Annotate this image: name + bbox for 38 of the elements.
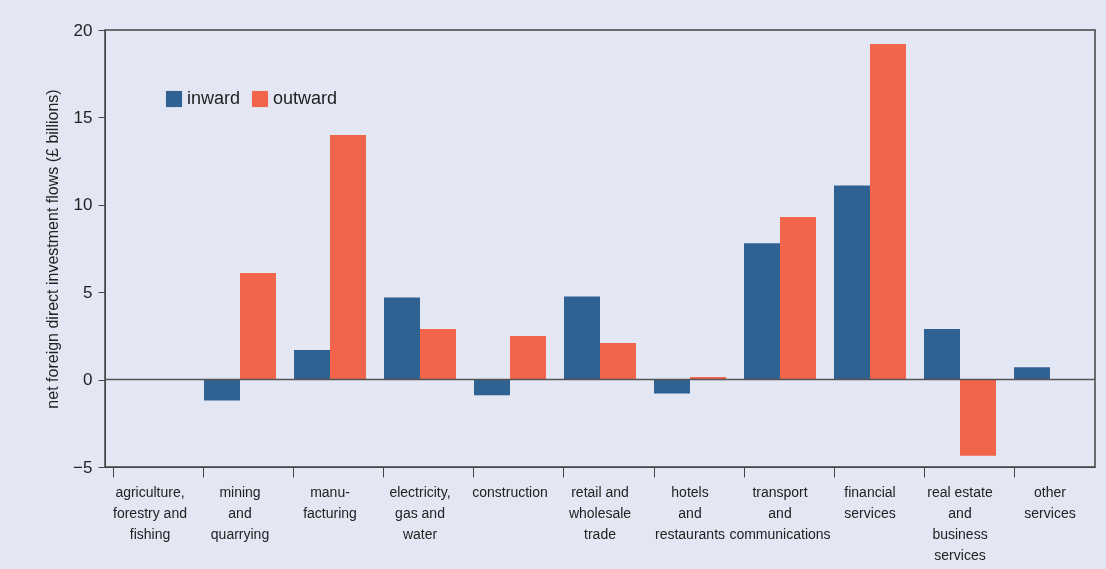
bar xyxy=(960,379,996,456)
bar xyxy=(240,272,276,380)
x-tick-label: agriculture, forestry and fishing xyxy=(113,483,187,542)
y-tick-label: 20 xyxy=(73,20,93,40)
x-tick-label: electricity, gas and water xyxy=(389,483,451,542)
bar xyxy=(204,379,240,401)
x-tick-label: mining and quarrying xyxy=(210,483,270,542)
x-tick-label: manu- facturing xyxy=(303,483,357,521)
y-tick-label: 0 xyxy=(83,370,93,390)
bar xyxy=(420,328,456,380)
x-tick-label: construction xyxy=(472,483,548,500)
bar xyxy=(384,297,420,380)
bar xyxy=(654,379,690,394)
bar xyxy=(294,349,330,380)
legend-label: inward xyxy=(187,88,241,108)
y-tick-label: 15 xyxy=(73,107,93,127)
bar xyxy=(564,296,600,380)
bar xyxy=(780,217,816,380)
bar xyxy=(510,335,546,380)
bar xyxy=(474,379,510,396)
legend-label: outward xyxy=(273,88,338,108)
x-tick-label: hotels and restaurants xyxy=(654,483,726,542)
bar xyxy=(600,342,636,380)
bar xyxy=(870,43,906,380)
x-tick-label: other services xyxy=(1024,483,1076,521)
bar xyxy=(744,243,780,380)
x-tick-label: financial services xyxy=(844,483,896,521)
x-tick-label: real estate and business services xyxy=(927,483,993,563)
x-tick-label: retail and wholesale trade xyxy=(567,483,632,542)
y-tick-label: 5 xyxy=(83,282,93,302)
bar xyxy=(834,185,870,380)
y-axis-title: net foreign direct investment flows (£ billions) xyxy=(44,89,62,409)
y-tick-label: −5 xyxy=(73,457,93,477)
y-tick-label: 10 xyxy=(73,195,93,215)
x-tick-label: transport and communications xyxy=(729,483,831,542)
bar xyxy=(330,134,366,380)
bar xyxy=(1014,367,1050,380)
bar xyxy=(924,328,960,380)
